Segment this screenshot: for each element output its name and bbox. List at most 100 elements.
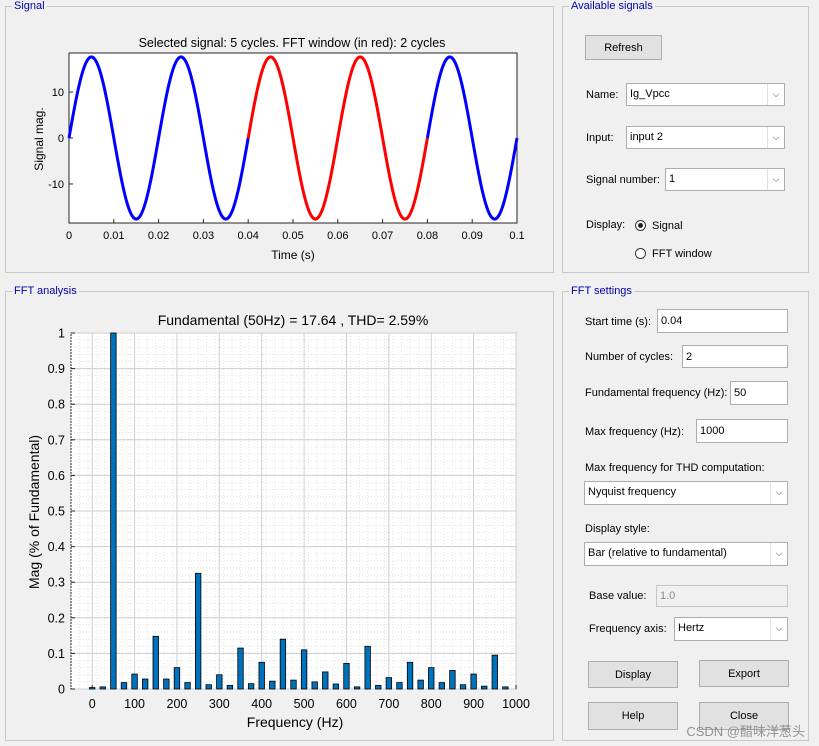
display-label: Display: — [586, 219, 626, 231]
num-cycles-input[interactable] — [682, 345, 788, 368]
signal-panel-title: Signal — [12, 0, 47, 13]
fft-bar — [343, 662, 350, 690]
display-fft-radio[interactable] — [635, 248, 646, 259]
fft-bar — [470, 673, 477, 690]
signal-chart-title: Selected signal: 5 cycles. FFT window (i… — [139, 36, 446, 50]
fft-bar — [173, 667, 181, 690]
signal-xtick-label: 0.09 — [461, 230, 482, 242]
fft-bar — [131, 673, 138, 690]
fund-freq-label: Fundamental frequency (Hz): — [585, 387, 728, 399]
fft-bar — [290, 679, 297, 690]
signal-chart-xlabel: Time (s) — [271, 248, 315, 262]
signal-chart: Selected signal: 5 cycles. FFT window (i… — [32, 36, 525, 262]
fft-bar — [237, 647, 244, 690]
freq-axis-label: Frequency axis: — [589, 623, 667, 635]
fft-xtick-label: 500 — [294, 697, 315, 711]
fft-bar — [502, 686, 509, 690]
display-fft-label[interactable]: FFT window — [652, 248, 712, 260]
chevron-down-icon: ⌵ — [767, 84, 784, 105]
signal-xtick-label: 0.1 — [509, 230, 524, 242]
fft-bar — [353, 686, 361, 690]
signal-number-label: Signal number: — [586, 174, 660, 186]
input-label: Input: — [586, 132, 614, 144]
signal-number-value: 1 — [669, 173, 676, 185]
fft-ytick-label: 0.5 — [48, 505, 65, 519]
signal-xtick-label: 0.03 — [193, 230, 214, 242]
start-time-label: Start time (s): — [585, 316, 652, 328]
freq-axis-value: Hertz — [678, 622, 705, 634]
signal-chart-ylabel: Signal mag. — [32, 107, 46, 170]
fft-ytick-label: 0.6 — [48, 469, 65, 483]
input-select[interactable]: input 2 ⌵ — [626, 126, 785, 149]
signal-ytick-label: -10 — [48, 179, 64, 191]
fft-chart-ylabel: Mag (% of Fundamental) — [26, 435, 42, 589]
fft-ytick-label: 0.9 — [48, 362, 65, 376]
export-button[interactable]: Export — [699, 660, 789, 687]
fft-bar — [428, 667, 435, 690]
fft-analysis-title: FFT analysis — [12, 285, 79, 298]
fft-settings-title: FFT settings — [569, 285, 634, 298]
watermark: CSDN @醋味洋葱头 — [686, 724, 805, 739]
thd-max-label: Max frequency for THD computation: — [585, 462, 765, 474]
fft-bar — [311, 681, 318, 690]
fft-bar — [89, 687, 96, 690]
display-style-value: Bar (relative to fundamental) — [588, 547, 727, 559]
chevron-down-icon: ⌵ — [770, 543, 787, 565]
fft-bar — [385, 677, 393, 690]
help-button[interactable]: Help — [588, 702, 678, 730]
thd-max-select[interactable]: Nyquist frequency ⌵ — [584, 481, 788, 505]
fft-ytick-label: 0.1 — [48, 647, 65, 661]
fft-bar — [375, 685, 382, 690]
fft-ytick-label: 1 — [58, 327, 65, 341]
name-select[interactable]: Ig_Vpcc ⌵ — [626, 83, 785, 106]
fft-ytick-label: 0.3 — [48, 576, 65, 590]
fft-xtick-label: 700 — [378, 697, 399, 711]
fft-bar — [258, 661, 265, 690]
fft-bar — [269, 680, 276, 690]
fft-ytick-label: 0.7 — [48, 433, 65, 447]
fft-bar — [438, 682, 445, 690]
input-select-value: input 2 — [630, 131, 664, 143]
chevron-down-icon: ⌵ — [770, 482, 787, 504]
fft-bar — [216, 674, 223, 690]
close-button[interactable]: Close — [699, 702, 789, 730]
display-style-select[interactable]: Bar (relative to fundamental) ⌵ — [584, 542, 788, 566]
name-label: Name: — [586, 89, 619, 101]
display-button[interactable]: Display — [588, 661, 678, 688]
fft-ytick-label: 0.2 — [48, 611, 65, 625]
fft-bar — [120, 682, 128, 690]
fft-bar — [417, 679, 424, 690]
fft-bar — [226, 685, 234, 690]
fft-bar — [163, 678, 170, 690]
fft-ytick-label: 0.8 — [48, 398, 65, 412]
signal-line-fft-window — [246, 55, 429, 221]
fft-xtick-label: 900 — [463, 697, 484, 711]
fft-analysis-panel: FFT analysis — [5, 285, 554, 741]
fft-bar — [247, 683, 255, 690]
signal-ytick-label: 10 — [52, 87, 64, 99]
fft-xtick-label: 400 — [251, 697, 272, 711]
name-select-value: Ig_Vpcc — [630, 88, 670, 100]
signal-xtick-label: 0.08 — [417, 230, 438, 242]
fft-xtick-label: 1000 — [502, 697, 530, 711]
num-cycles-label: Number of cycles: — [585, 351, 674, 363]
signal-number-select[interactable]: 1 ⌵ — [665, 168, 785, 191]
fft-bar — [205, 684, 212, 690]
freq-axis-select[interactable]: Hertz ⌵ — [674, 617, 788, 641]
refresh-button[interactable]: Refresh — [585, 35, 662, 60]
thd-max-value: Nyquist frequency — [588, 486, 677, 498]
fft-bar — [491, 654, 498, 690]
available-signals-panel: Available signals — [562, 0, 809, 273]
start-time-input[interactable] — [657, 309, 788, 333]
fft-xtick-label: 300 — [209, 697, 230, 711]
max-freq-input[interactable] — [696, 419, 788, 443]
fund-freq-input[interactable] — [730, 381, 788, 405]
display-signal-radio[interactable] — [635, 220, 646, 231]
fft-bar — [332, 683, 340, 690]
signal-ytick-label: 0 — [58, 133, 64, 145]
fft-ytick-label: 0.4 — [48, 540, 65, 554]
display-signal-label[interactable]: Signal — [652, 220, 683, 232]
fft-bar — [364, 645, 371, 690]
fft-bar — [184, 682, 191, 690]
fft-bar — [142, 678, 149, 690]
